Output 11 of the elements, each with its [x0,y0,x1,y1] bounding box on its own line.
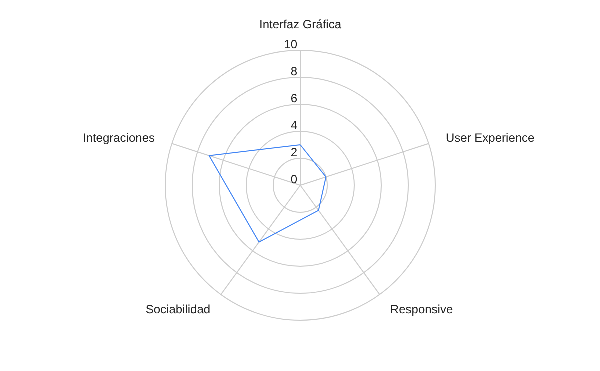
y-tick-label: 2 [290,146,298,160]
y-tick-label: 4 [290,118,298,132]
spoke-label: User Experience [446,131,536,146]
y-tick-label: 8 [290,64,298,78]
y-tick-label: 6 [290,92,298,106]
y-tick-label: 0 [290,172,298,186]
spoke-label: Integraciones [82,131,155,146]
spoke-label: Responsive [390,302,454,316]
spoke-label: Sociabilidad [146,302,211,316]
spoke-label: Interfaz Gráfica [259,18,342,32]
y-tick-label: 10 [284,38,298,52]
